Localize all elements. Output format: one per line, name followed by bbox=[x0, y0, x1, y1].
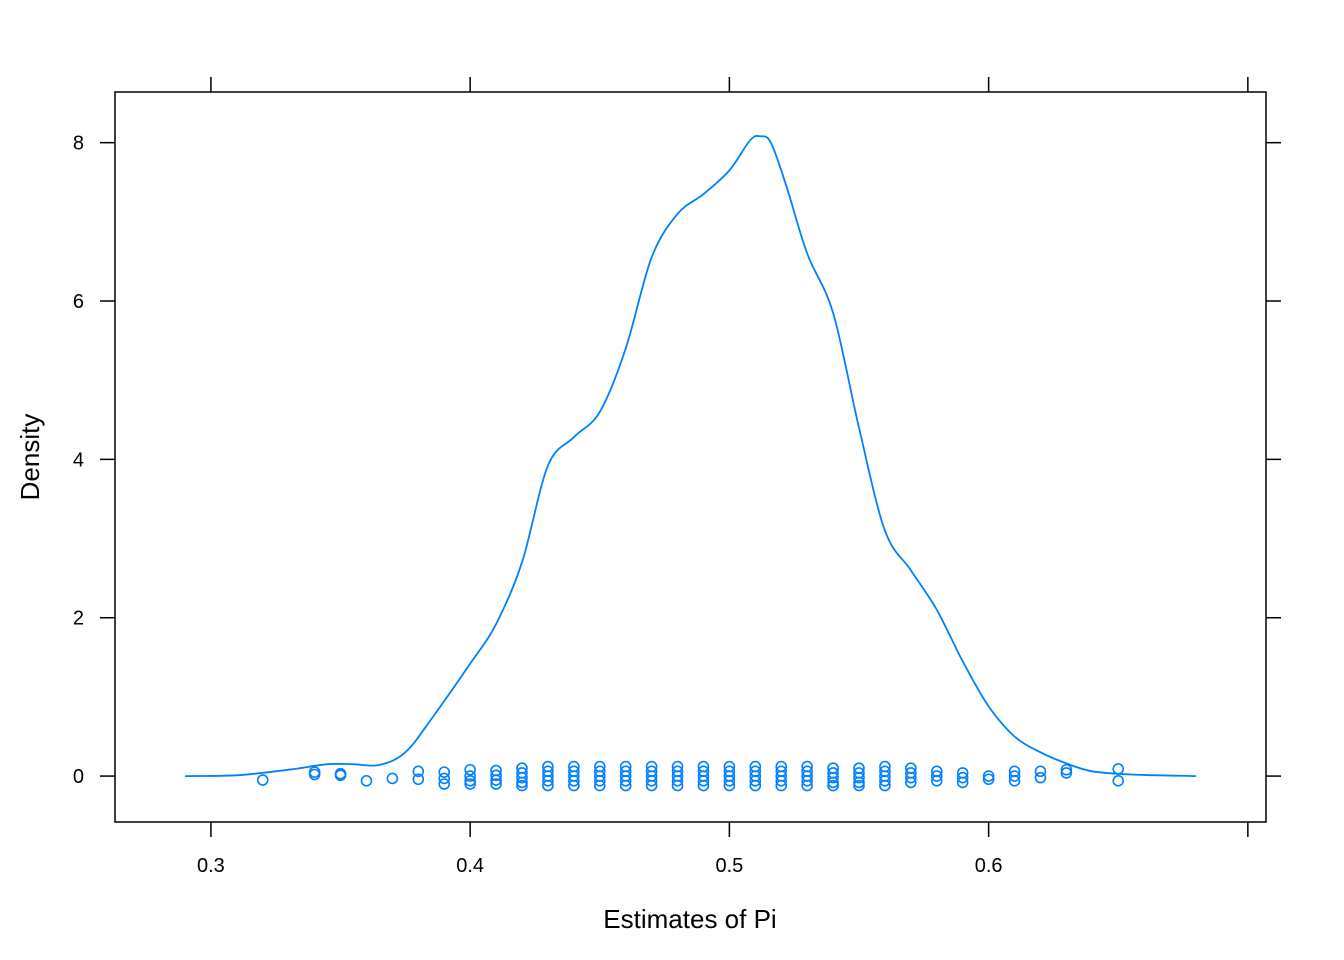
y-tick-label: 6 bbox=[73, 291, 84, 313]
data-point bbox=[386, 772, 399, 785]
data-point bbox=[982, 770, 995, 782]
data-point bbox=[801, 775, 813, 787]
data-point bbox=[723, 779, 736, 792]
data-point bbox=[464, 770, 476, 782]
data-point bbox=[516, 779, 528, 792]
data-point bbox=[412, 773, 425, 786]
data-point bbox=[568, 779, 580, 792]
data-point bbox=[1060, 763, 1073, 776]
data-point bbox=[905, 776, 917, 789]
data-point bbox=[956, 771, 969, 784]
data-point bbox=[438, 778, 451, 790]
data-point bbox=[619, 779, 632, 792]
plot-panel bbox=[114, 91, 1267, 823]
data-point bbox=[1112, 763, 1125, 775]
data-point bbox=[827, 776, 839, 789]
data-point bbox=[956, 776, 969, 789]
data-point bbox=[827, 779, 839, 792]
data-point bbox=[490, 778, 502, 790]
data-point bbox=[490, 774, 502, 786]
data-point bbox=[516, 771, 528, 784]
data-point bbox=[308, 768, 321, 781]
data-point bbox=[930, 775, 943, 787]
data-point bbox=[697, 779, 710, 792]
y-tick-label: 2 bbox=[73, 608, 84, 630]
data-point bbox=[1034, 771, 1047, 784]
y-tick-label: 4 bbox=[73, 449, 84, 471]
data-point bbox=[827, 771, 839, 784]
data-point bbox=[1008, 775, 1021, 787]
data-point bbox=[412, 765, 425, 778]
x-axis-title: Estimates of Pi bbox=[603, 904, 776, 934]
data-point bbox=[334, 767, 347, 780]
x-axis: 0.3 0.4 0.5 0.6 bbox=[197, 77, 1249, 877]
data-point bbox=[490, 769, 502, 782]
y-axis: 0 2 4 6 8 bbox=[73, 133, 1281, 788]
data-point bbox=[593, 779, 606, 792]
data-point bbox=[464, 763, 476, 776]
data-point bbox=[464, 778, 476, 790]
data-point bbox=[671, 775, 684, 787]
data-point bbox=[697, 775, 710, 787]
data-point bbox=[438, 772, 451, 785]
data-point bbox=[256, 774, 269, 786]
data-point bbox=[645, 775, 658, 787]
data-point bbox=[568, 775, 580, 787]
data-point bbox=[853, 776, 865, 789]
data-point bbox=[542, 775, 554, 787]
data-point bbox=[671, 779, 684, 792]
data-point bbox=[645, 779, 658, 792]
data-point bbox=[1060, 767, 1073, 779]
data-point bbox=[853, 771, 865, 784]
y-tick-label: 8 bbox=[73, 133, 84, 155]
data-point bbox=[542, 779, 554, 792]
data-point bbox=[879, 775, 891, 787]
data-point bbox=[749, 775, 762, 787]
y-axis-title: Density bbox=[15, 414, 45, 501]
data-points bbox=[256, 760, 1125, 792]
data-point bbox=[982, 773, 995, 786]
data-point bbox=[905, 771, 917, 784]
data-point bbox=[619, 775, 632, 787]
data-point bbox=[879, 779, 891, 792]
data-point bbox=[775, 775, 788, 787]
data-point bbox=[801, 779, 813, 792]
data-point bbox=[1008, 770, 1021, 782]
data-point bbox=[593, 775, 606, 787]
data-point bbox=[775, 779, 788, 792]
data-point bbox=[1034, 765, 1047, 778]
data-point bbox=[438, 766, 451, 778]
data-point bbox=[464, 775, 476, 787]
x-tick-label: 0.5 bbox=[715, 855, 743, 877]
x-tick-label: 0.6 bbox=[975, 855, 1003, 877]
x-tick-label: 0.4 bbox=[456, 855, 484, 877]
data-point bbox=[930, 770, 943, 782]
data-point bbox=[749, 779, 762, 792]
x-tick-label: 0.3 bbox=[197, 855, 225, 877]
data-point bbox=[723, 775, 736, 787]
density-curve bbox=[184, 134, 1197, 777]
y-tick-label: 0 bbox=[73, 766, 84, 788]
data-point bbox=[516, 776, 528, 789]
data-point bbox=[853, 779, 865, 792]
data-point bbox=[1112, 775, 1125, 787]
data-point bbox=[360, 775, 373, 787]
